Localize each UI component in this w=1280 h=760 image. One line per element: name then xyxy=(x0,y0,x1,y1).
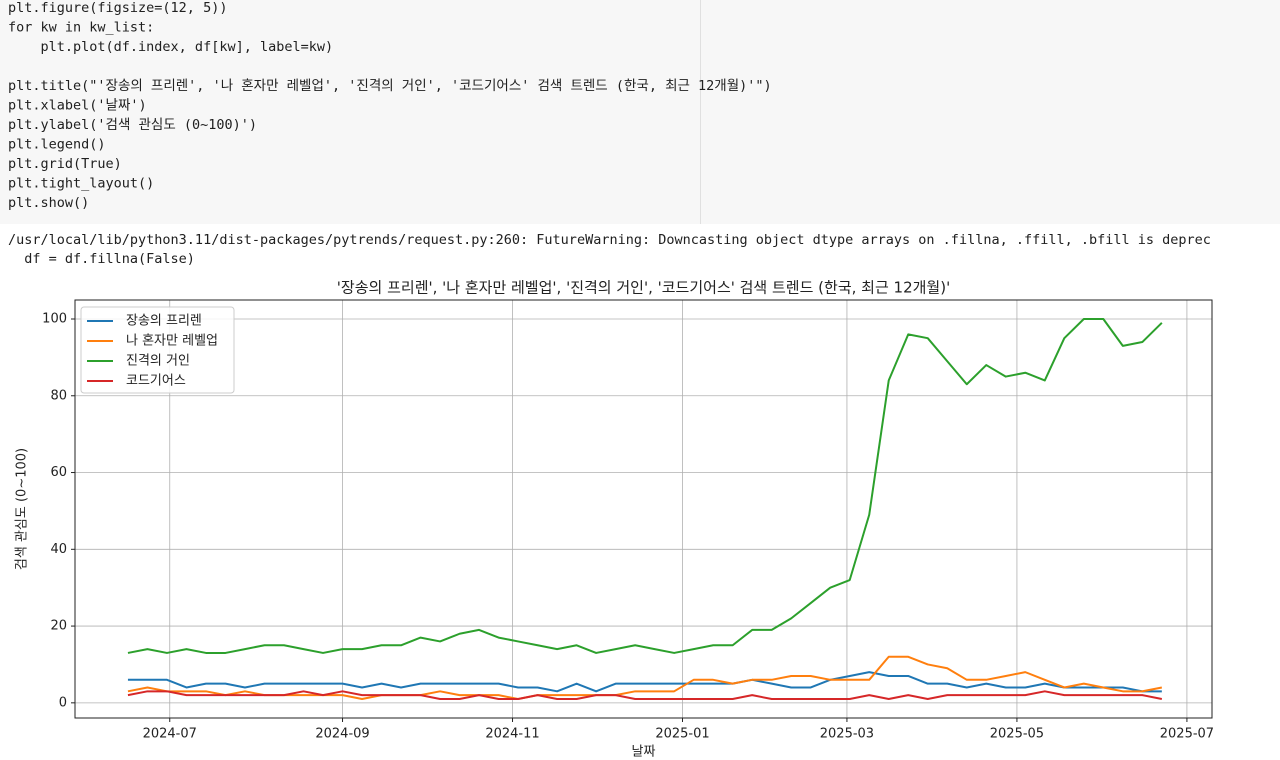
series-line xyxy=(127,671,1162,693)
y-tick-label: 40 xyxy=(50,542,67,557)
output: /usr/local/lib/python3.11/dist-packages/… xyxy=(8,232,1211,267)
y-tick-label: 60 xyxy=(50,465,67,480)
legend-label: 나 혼자만 레벨업 xyxy=(126,334,218,349)
y-tick-label: 80 xyxy=(50,388,67,403)
code-line: plt.grid(True) xyxy=(8,156,122,172)
chart: '장송의 프리렌', '나 혼자만 레벨업', '진격의 거인', '코드기어스… xyxy=(15,279,1215,760)
series-line xyxy=(127,318,1163,654)
code-line: plt.figure(figsize=(12, 5)) xyxy=(8,0,227,16)
x-axis-label: 날짜 xyxy=(632,745,656,760)
code-line: plt.show() xyxy=(8,195,89,211)
warning-line: /usr/local/lib/python3.11/dist-packages/… xyxy=(8,232,1211,248)
warning-line: df = df.fillna(False) xyxy=(8,251,195,267)
x-tick-label: 2024-07 xyxy=(143,727,197,742)
code: plt.figure(figsize=(12, 5)) for kw in kw_… xyxy=(8,0,772,211)
y-tick-label: 0 xyxy=(59,695,67,710)
y-axis-label: 검색 관심도 (0~100) xyxy=(15,448,30,570)
legend-label: 장송의 프리렌 xyxy=(126,314,202,329)
code-line: plt.ylabel('검색 관심도 (0~100)') xyxy=(8,117,257,133)
y-tick-label: 100 xyxy=(42,312,67,327)
y-tick-label: 20 xyxy=(50,619,67,634)
x-tick-label: 2025-01 xyxy=(655,727,709,742)
code-line: plt.legend() xyxy=(8,137,106,153)
x-tick-label: 2025-07 xyxy=(1160,727,1214,742)
legend-label: 코드기어스 xyxy=(126,374,186,389)
x-tick-label: 2024-09 xyxy=(315,727,369,742)
x-tick-label: 2025-03 xyxy=(820,727,874,742)
code-cell xyxy=(0,0,1280,224)
code-line: for kw in kw_list: xyxy=(8,20,154,36)
code-line: plt.tight_layout() xyxy=(8,176,154,192)
series-line xyxy=(127,690,1163,700)
x-tick-label: 2024-11 xyxy=(485,727,539,742)
code-line: plt.plot(df.index, df[kw], label=kw) xyxy=(8,39,333,55)
x-tick-label: 2025-05 xyxy=(990,727,1044,742)
series-line xyxy=(127,655,1163,700)
chart-title: '장송의 프리렌', '나 혼자만 레벨업', '진격의 거인', '코드기어스… xyxy=(337,279,950,297)
legend-box xyxy=(80,306,235,394)
code-line: plt.title("'장송의 프리렌', '나 혼자만 레벨업', '진격의 … xyxy=(8,78,772,94)
code-line: plt.xlabel('날짜') xyxy=(8,98,147,114)
legend-label: 진격의 거인 xyxy=(126,354,190,369)
plot-frame xyxy=(74,299,1213,719)
